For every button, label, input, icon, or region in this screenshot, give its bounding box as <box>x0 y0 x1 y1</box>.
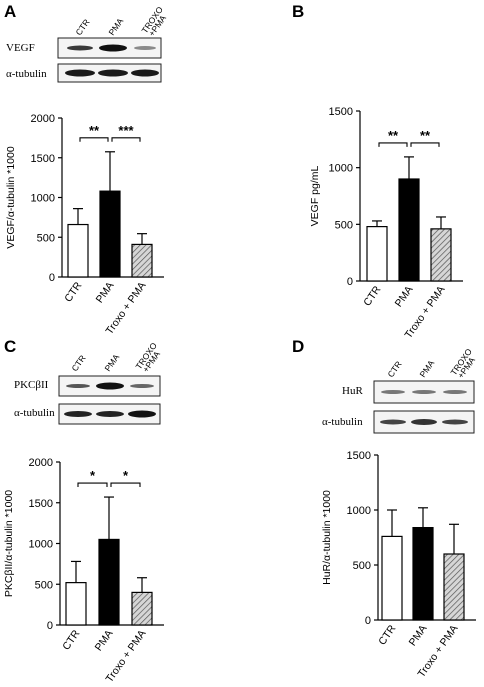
blot-a-band <box>67 45 93 51</box>
panel-letter-c: C <box>4 337 16 356</box>
blot-c-band <box>64 411 92 417</box>
blot-d: CTR PMA TROXO +PMA HuR α-tubulin <box>322 346 477 434</box>
y-tick-label: 1500 <box>347 450 371 462</box>
y-tick-label: 1000 <box>347 505 371 517</box>
blot-d-lane-ctr: CTR <box>385 359 403 379</box>
y-tick-label: 1000 <box>29 539 53 551</box>
significance-label: ** <box>388 128 399 143</box>
blot-d-band <box>412 390 436 394</box>
category-label: CTR <box>361 284 383 309</box>
blot-d-band <box>411 419 437 425</box>
y-tick-label: 1000 <box>31 193 55 205</box>
chart-a: 0 500 1000 1500 2000 VEGF/α-tubulin *1000 CTR P… <box>5 113 164 337</box>
significance-bracket <box>77 482 108 488</box>
y-tick-label: 2000 <box>31 113 55 125</box>
significance-label: *** <box>118 123 134 138</box>
y-tick-label: 1500 <box>329 106 353 118</box>
bar <box>412 526 434 621</box>
bar <box>67 223 89 278</box>
panel-letter-d: D <box>292 337 304 356</box>
blot-c-band <box>96 382 124 390</box>
bar <box>131 591 153 626</box>
blot-c-band <box>96 411 124 417</box>
y-tick-label: 0 <box>365 615 371 627</box>
y-tick-label: 500 <box>37 232 55 244</box>
blot-a-band <box>99 44 127 52</box>
bar <box>430 228 452 282</box>
category-label: PMA <box>393 284 416 310</box>
y-tick-label: 0 <box>47 620 53 632</box>
blot-a: CTR PMA TROXO +PMA VEGF α-tubulin <box>6 4 168 83</box>
y-tick-label: 0 <box>49 272 55 284</box>
blot-a-band <box>131 69 159 77</box>
blot-d-row2-label: α-tubulin <box>322 416 363 428</box>
blot-d-band <box>380 419 406 425</box>
blot-a-row2-label: α-tubulin <box>6 68 47 80</box>
y-tick-label: 2000 <box>29 457 53 469</box>
blot-c-row1-label: PKCβII <box>14 379 49 391</box>
blot-d-band <box>381 390 405 394</box>
category-label: CTR <box>376 623 398 648</box>
y-axis-label: VEGF pg/mL <box>309 166 321 227</box>
blot-a-band <box>65 69 95 77</box>
blot-a-lane-ctr: CTR <box>73 17 91 37</box>
bar <box>65 582 87 626</box>
blot-c-band <box>128 410 156 418</box>
significance-label: ** <box>89 123 100 138</box>
bar <box>443 553 465 621</box>
y-axis-label: VEGF/α-tubulin *1000 <box>5 146 17 249</box>
blot-c: CTR PMA TROXO +PMA PKCβII α-tubulin <box>14 340 162 425</box>
chart-c: 0 500 1000 1500 2000 PKCβII/α-tubulin *1000 CT… <box>3 457 164 685</box>
category-label: CTR <box>60 628 82 653</box>
bar <box>366 226 388 282</box>
significance-bracket <box>410 142 440 147</box>
category-label: PMA <box>94 280 117 306</box>
category-label: PMA <box>407 623 430 649</box>
blot-a-band <box>134 46 156 50</box>
blot-a-band <box>98 69 128 77</box>
blot-c-lane-pma: PMA <box>102 352 121 373</box>
bar <box>99 190 121 278</box>
significance-bracket <box>110 482 141 488</box>
blot-d-lane-pma: PMA <box>417 358 436 379</box>
y-tick-label: 0 <box>347 276 353 288</box>
y-tick-label: 1000 <box>329 163 353 175</box>
category-label: PMA <box>93 628 116 654</box>
significance-bracket <box>111 137 141 142</box>
bar <box>131 243 153 278</box>
y-axis-label: PKCβII/α-tubulin *1000 <box>3 490 15 597</box>
panel-letter-b: B <box>292 2 304 21</box>
blot-c-band <box>66 384 90 388</box>
significance-label: ** <box>420 128 431 143</box>
blot-c-lane-ctr: CTR <box>69 353 87 373</box>
significance-label: * <box>90 468 96 483</box>
bar <box>98 538 120 626</box>
blot-d-row1-label: HuR <box>342 385 363 397</box>
blot-a-row1-label: VEGF <box>6 42 35 54</box>
significance-bracket <box>378 142 408 147</box>
bar <box>381 535 403 621</box>
blot-a-lane-pma: PMA <box>106 16 125 37</box>
significance-bracket <box>79 137 109 142</box>
y-tick-label: 500 <box>35 579 53 591</box>
blot-d-band <box>443 390 467 394</box>
blot-d-band <box>442 419 468 425</box>
significance-label: * <box>123 468 129 483</box>
y-axis-label: HuR/α-tubulin *1000 <box>321 490 333 585</box>
blot-c-row2-label: α-tubulin <box>14 407 55 419</box>
bar <box>398 178 420 282</box>
y-tick-label: 500 <box>335 219 353 231</box>
y-tick-label: 500 <box>353 560 371 572</box>
y-tick-label: 1500 <box>29 498 53 510</box>
panel-letter-a: A <box>4 2 16 21</box>
blot-c-band <box>130 384 154 388</box>
category-label: CTR <box>62 280 84 305</box>
y-tick-label: 1500 <box>31 153 55 165</box>
